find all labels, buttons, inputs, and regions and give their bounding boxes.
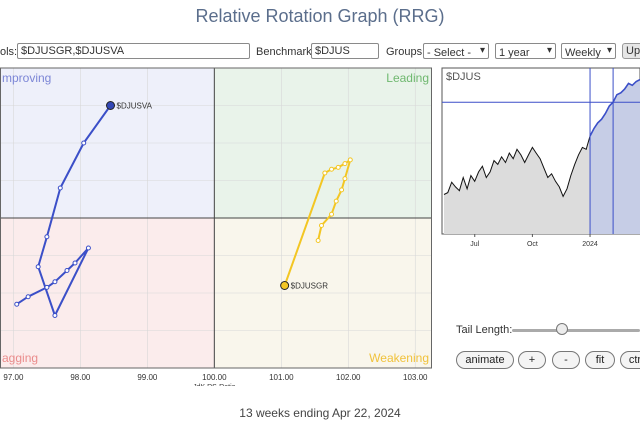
series-tail-point xyxy=(335,164,341,170)
plot-frame xyxy=(0,67,432,369)
benchmark-mini-chart: $DJUS Jul Oct 2024 xyxy=(441,67,640,248)
series-tail-point xyxy=(315,238,321,243)
animate-button[interactable]: animate xyxy=(456,351,514,369)
benchmark-input[interactable]: $DJUS xyxy=(311,43,379,59)
mini-chart-recent-line xyxy=(589,78,640,137)
series-tail-point xyxy=(64,268,70,273)
zoom-out-button[interactable]: - xyxy=(552,351,580,369)
fit-button[interactable]: fit xyxy=(585,351,615,369)
series-tail-point xyxy=(333,198,339,204)
page-title: Relative Rotation Graph (RRG) xyxy=(195,6,445,26)
series-tail-point xyxy=(25,294,31,300)
x-tick-label: 99.00 xyxy=(137,373,158,382)
mini-chart-title: $DJUS xyxy=(446,71,481,83)
leading-label: Leading xyxy=(386,71,429,85)
toolbar: ols: $DJUSGR,$DJUSVA Benchmark: $DJUS Gr… xyxy=(0,43,640,61)
mini-x-tick-label: Jul xyxy=(470,241,479,248)
frequency-select-value: Weekly xyxy=(565,47,601,59)
mini-x-tick-label: 2024 xyxy=(582,241,598,248)
series-tail-point xyxy=(342,161,348,167)
x-tick-label: 98.00 xyxy=(70,373,91,382)
groups-select[interactable]: - Select - xyxy=(423,43,489,59)
series-tail-point xyxy=(57,185,63,191)
groups-select-value: - Select - xyxy=(427,47,472,59)
series-tail-point xyxy=(44,234,50,240)
series-tail-point xyxy=(339,187,345,193)
x-tick-label: 102.00 xyxy=(336,373,361,382)
x-tick-label: 103.00 xyxy=(403,373,428,382)
series-tail-point xyxy=(35,264,41,270)
x-tick-label: 100.00 xyxy=(202,373,227,382)
benchmark-label: Benchmark: xyxy=(256,46,315,58)
series-tail-point xyxy=(44,284,50,290)
series-tail-point xyxy=(81,140,87,146)
series-tail-point xyxy=(347,157,353,163)
mini-chart-line xyxy=(443,135,591,198)
groups-label: Groups: xyxy=(386,46,426,58)
series-head-point xyxy=(280,281,290,290)
lagging-label: agging xyxy=(2,351,38,365)
improving-label: mproving xyxy=(2,71,51,85)
series-tail-point xyxy=(329,211,335,217)
tail-length-slider[interactable] xyxy=(512,329,640,332)
series-tail-point xyxy=(322,170,328,176)
series-label: $DJUSGR xyxy=(291,282,329,291)
weakening-label: Weakening xyxy=(369,351,429,365)
series-tail-point xyxy=(85,245,91,251)
series-tail-point xyxy=(52,279,58,285)
series-head-point xyxy=(106,101,116,110)
symbols-input[interactable]: $DJUSGR,$DJUSVA xyxy=(17,43,250,59)
frequency-select[interactable]: Weekly xyxy=(561,43,616,59)
x-axis-label: JdK RS-Ratio xyxy=(193,384,236,386)
x-tick-label: 101.00 xyxy=(269,373,294,382)
rrg-chart[interactable]: mproving Leading agging Weakening 97.00 98.00… xyxy=(0,66,434,386)
period-select[interactable]: 1 year xyxy=(495,43,556,59)
series-tail-point xyxy=(14,301,20,307)
mini-x-tick-label: Oct xyxy=(527,241,538,248)
series-tail-point xyxy=(52,313,58,318)
center-button[interactable]: ctr xyxy=(620,351,640,369)
series-tail-point xyxy=(72,260,78,266)
tail-length-label: Tail Length: xyxy=(456,324,513,336)
series-tail-point xyxy=(342,176,348,182)
update-button[interactable]: Up xyxy=(622,43,640,59)
period-select-value: 1 year xyxy=(499,47,530,59)
tail-length-slider-handle[interactable] xyxy=(555,323,568,335)
zoom-in-button[interactable]: + xyxy=(518,351,546,369)
series-label: $DJUSVA xyxy=(117,102,153,111)
symbols-label: ols: xyxy=(0,46,18,58)
date-range-caption: 13 weeks ending Apr 22, 2024 xyxy=(239,406,401,420)
series-tail-point xyxy=(329,166,335,172)
series-tail-point xyxy=(318,223,324,228)
x-tick-label: 97.00 xyxy=(3,373,24,382)
